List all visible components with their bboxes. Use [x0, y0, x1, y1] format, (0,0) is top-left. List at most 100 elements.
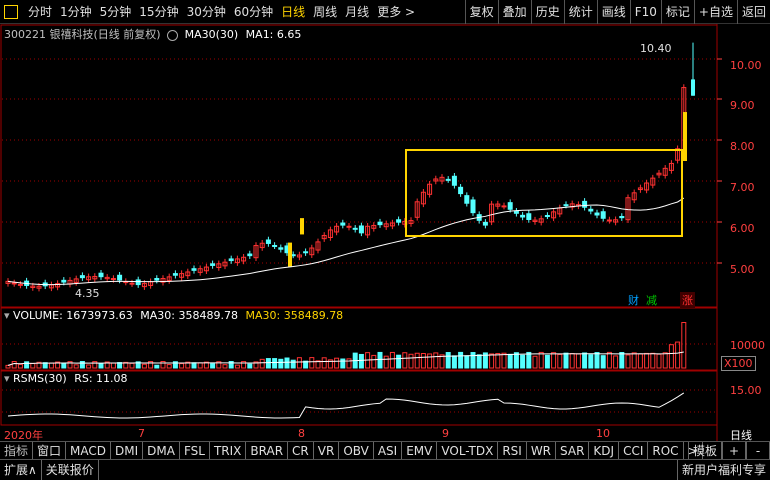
candle-body: [259, 242, 265, 249]
volume-bar: [526, 351, 532, 369]
volume-bar: [210, 363, 216, 369]
toolbar-button-4[interactable]: 画线: [596, 0, 630, 24]
volume-bar: [619, 351, 625, 369]
toolbar-button-8[interactable]: 返回: [736, 0, 770, 24]
volume-tick: 10000: [730, 339, 765, 352]
indicator-tab-1[interactable]: 窗口: [33, 441, 67, 460]
indicator-tab-0[interactable]: 指标: [0, 441, 34, 460]
indicator-tab-9[interactable]: VR: [314, 441, 340, 460]
volume-bar: [396, 354, 402, 369]
period-tab-7[interactable]: 周线: [313, 4, 338, 19]
period-tab-6[interactable]: 日线: [281, 4, 306, 19]
new-user-promo[interactable]: 新用户福利专享: [676, 459, 770, 480]
candle-body: [309, 247, 315, 256]
price-tick: 10.00: [730, 59, 762, 72]
tab-control-0[interactable]: 模板: [687, 442, 722, 460]
related-quotes-button[interactable]: 关联报价: [42, 459, 99, 480]
chevron-down-icon[interactable]: ▾: [4, 372, 10, 385]
volume-bar: [290, 359, 296, 369]
indicator-tab-19[interactable]: ROC: [648, 441, 684, 460]
volume-bar: [172, 361, 178, 369]
rsms-line: [7, 392, 685, 419]
volume-bar: [110, 362, 116, 369]
kline-chart-area[interactable]: [0, 24, 770, 441]
badge-zhang[interactable]: 涨: [680, 292, 695, 308]
period-tab-5[interactable]: 60分钟: [233, 4, 274, 19]
chevron-down-icon[interactable]: ▾: [4, 309, 10, 322]
volume-bar: [482, 352, 488, 369]
indicator-tab-4[interactable]: DMA: [143, 441, 180, 460]
indicator-tab-18[interactable]: CCI: [619, 441, 649, 460]
candle-body: [216, 263, 222, 268]
tab-control-1[interactable]: +: [722, 442, 746, 460]
period-tab-2[interactable]: 5分钟: [99, 4, 132, 19]
indicator-tab-12[interactable]: EMV: [402, 441, 438, 460]
tab-control-2[interactable]: -: [746, 442, 770, 460]
expand-button[interactable]: 扩展∧: [0, 459, 42, 480]
date-year: 2020年: [4, 429, 43, 442]
volume-bar: [637, 353, 643, 369]
candle-body: [433, 178, 439, 182]
candle-body: [644, 182, 650, 191]
indicator-tab-3[interactable]: DMI: [111, 441, 144, 460]
badge-cai[interactable]: 财: [628, 294, 639, 307]
indicator-tab-17[interactable]: KDJ: [589, 441, 620, 460]
candle-body: [656, 172, 662, 176]
volume-bar: [551, 352, 557, 369]
period-tab-8[interactable]: 月线: [345, 4, 370, 19]
candle-body: [439, 176, 445, 182]
period-tab-4[interactable]: 30分钟: [186, 4, 226, 19]
indicator-tab-2[interactable]: MACD: [66, 441, 112, 460]
volume-bar: [644, 352, 650, 369]
volume-bar: [389, 351, 395, 369]
gear-icon[interactable]: [167, 29, 179, 41]
candle-body: [526, 213, 532, 220]
period-tab-1[interactable]: 1分钟: [60, 4, 92, 19]
indicator-tab-13[interactable]: VOL-TDX: [437, 441, 499, 460]
indicator-tab-5[interactable]: FSL: [180, 441, 210, 460]
volume-bar: [92, 361, 98, 369]
candle-body: [185, 271, 191, 277]
volume-bar: [17, 363, 23, 369]
volume-bar: [377, 351, 383, 369]
indicator-tab-8[interactable]: CR: [288, 441, 314, 460]
volume-ma-line: [7, 351, 684, 366]
volume-bar: [247, 363, 253, 369]
period-tab-9[interactable]: 更多 >: [377, 4, 416, 19]
indicator-tab-6[interactable]: TRIX: [210, 441, 247, 460]
indicator-tab-14[interactable]: RSI: [498, 441, 527, 460]
volume-bar: [104, 361, 110, 369]
period-indicator[interactable]: 日线: [730, 429, 752, 442]
square-check-icon[interactable]: [4, 4, 18, 19]
indicator-tab-11[interactable]: ASI: [374, 441, 403, 460]
toolbar-button-0[interactable]: 复权: [464, 0, 498, 24]
indicator-tab-20[interactable]: >: [684, 441, 703, 460]
toolbar-button-7[interactable]: +自选: [693, 0, 737, 24]
volume-bar: [495, 353, 501, 369]
period-tab-0[interactable]: 分时: [28, 4, 53, 19]
toolbar-button-3[interactable]: 统计: [563, 0, 597, 24]
price-tick: 8.00: [730, 140, 755, 153]
indicator-tab-10[interactable]: OBV: [339, 441, 374, 460]
indicator-tab-7[interactable]: BRAR: [246, 441, 289, 460]
toolbar-button-5[interactable]: F10: [629, 0, 661, 24]
badge-jian[interactable]: 减: [646, 294, 657, 307]
period-tab-3[interactable]: 15分钟: [139, 4, 179, 19]
indicator-tab-15[interactable]: WR: [527, 441, 557, 460]
toolbar-button-1[interactable]: 叠加: [497, 0, 531, 24]
volume-bar: [67, 361, 73, 369]
consolidation-box: [405, 149, 683, 237]
volume-bar: [61, 363, 67, 369]
volume-bar: [315, 360, 321, 369]
candle-body: [241, 256, 247, 262]
toolbar-button-6[interactable]: 标记: [660, 0, 694, 24]
candle-body: [110, 278, 116, 281]
volume-bar: [79, 361, 85, 369]
indicator-tab-16[interactable]: SAR: [556, 441, 590, 460]
candle-body: [470, 199, 476, 214]
volume-bar: [191, 362, 197, 369]
volume-bar: [278, 358, 284, 369]
toolbar-button-2[interactable]: 历史: [530, 0, 564, 24]
volume-bar: [489, 353, 495, 369]
candle-body: [683, 112, 687, 161]
